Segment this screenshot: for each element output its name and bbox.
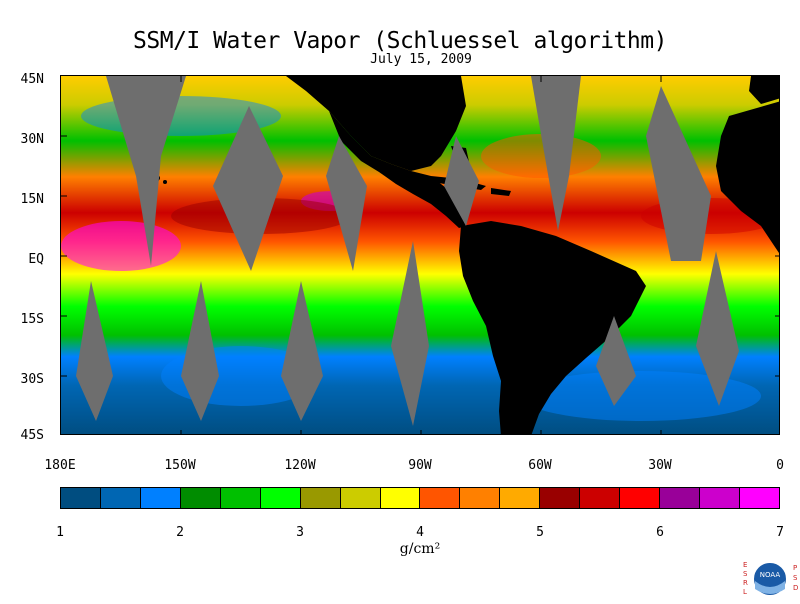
logo-letter: S	[793, 574, 798, 582]
chart-title: SSM/I Water Vapor (Schluessel algorithm)	[133, 28, 667, 54]
colorbar-tick-4: 4	[416, 525, 424, 540]
missing-swath	[596, 316, 636, 406]
lon-label-120w: 120W	[284, 458, 316, 473]
land-hawaii	[163, 180, 167, 184]
logo-letter: R	[743, 579, 748, 587]
logo-letter: E	[743, 561, 747, 569]
missing-swath	[281, 281, 323, 421]
missing-swath	[696, 251, 739, 406]
colorbar-swatch	[61, 488, 101, 508]
colorbar-tick-3: 3	[296, 525, 304, 540]
colorbar-swatch	[220, 488, 261, 508]
colorbar-swatch	[260, 488, 301, 508]
lon-label-150w: 150W	[164, 458, 196, 473]
colorbar-tick-2: 2	[176, 525, 184, 540]
lat-label-30n: 30N	[20, 132, 44, 147]
logo-letter: S	[743, 570, 748, 578]
lon-label-30w: 30W	[648, 458, 672, 473]
missing-swath	[326, 136, 367, 271]
missing-swath	[213, 106, 283, 271]
vapor-patch	[481, 134, 601, 178]
colorbar-unit: g/cm²	[399, 541, 441, 557]
missing-swath	[646, 86, 711, 261]
colorbar-swatch	[739, 488, 779, 508]
lat-label-15s: 15S	[20, 312, 44, 327]
colorbar-tick-6: 6	[656, 525, 664, 540]
colorbar-swatch	[700, 488, 740, 508]
colorbar-swatch	[300, 488, 341, 508]
colorbar-swatch	[540, 488, 581, 508]
chart-date: July 15, 2009	[370, 52, 472, 67]
land-hispaniola	[491, 188, 511, 196]
vapor-patch	[521, 371, 761, 421]
logo-letter: D	[793, 584, 798, 592]
land-central-america	[329, 111, 466, 228]
missing-swath	[531, 76, 581, 231]
lon-label-60w: 60W	[528, 458, 552, 473]
colorbar-tick-1: 1	[56, 525, 64, 540]
missing-swath	[444, 136, 479, 226]
colorbar-swatch	[620, 488, 661, 508]
colorbar-swatch	[340, 488, 381, 508]
lat-label-30s: 30S	[20, 372, 44, 387]
colorbar-tick-7: 7	[776, 525, 784, 540]
missing-swath	[391, 241, 429, 426]
land-south-america	[459, 221, 646, 434]
colorbar-swatch	[500, 488, 541, 508]
land-africa	[716, 101, 779, 253]
colorbar-swatch	[460, 488, 501, 508]
colorbar-swatch	[100, 488, 141, 508]
logo-letter: P	[793, 564, 797, 572]
colorbar-swatch	[180, 488, 221, 508]
lon-label-0: 0	[776, 458, 784, 473]
lon-label-180e: 180E	[44, 458, 76, 473]
missing-swath	[181, 281, 219, 421]
logo-letter: L	[743, 588, 747, 596]
land-north-america	[286, 76, 466, 171]
colorbar-swatch	[140, 488, 181, 508]
water-vapor-map	[60, 75, 780, 435]
logo-center-text: NOAA	[760, 571, 781, 579]
lat-label-45s: 45S	[20, 428, 44, 443]
lat-label-15n: 15N	[20, 192, 44, 207]
colorbar-swatch	[420, 488, 461, 508]
missing-swath	[106, 76, 186, 266]
colorbar-swatch	[660, 488, 700, 508]
vapor-patch	[61, 221, 181, 271]
colorbar	[60, 487, 780, 509]
colorbar-tick-5: 5	[536, 525, 544, 540]
map-svg	[61, 76, 779, 434]
colorbar-swatch	[580, 488, 621, 508]
lat-label-eq: EQ	[28, 252, 44, 267]
lat-label-45n: 45N	[20, 72, 44, 87]
map-ticks	[61, 76, 779, 434]
land-europe	[749, 76, 779, 104]
lon-label-90w: 90W	[408, 458, 432, 473]
noaa-logo: NOAA E S R L P S D	[740, 555, 800, 600]
missing-swath	[76, 281, 113, 421]
colorbar-swatch	[380, 488, 421, 508]
